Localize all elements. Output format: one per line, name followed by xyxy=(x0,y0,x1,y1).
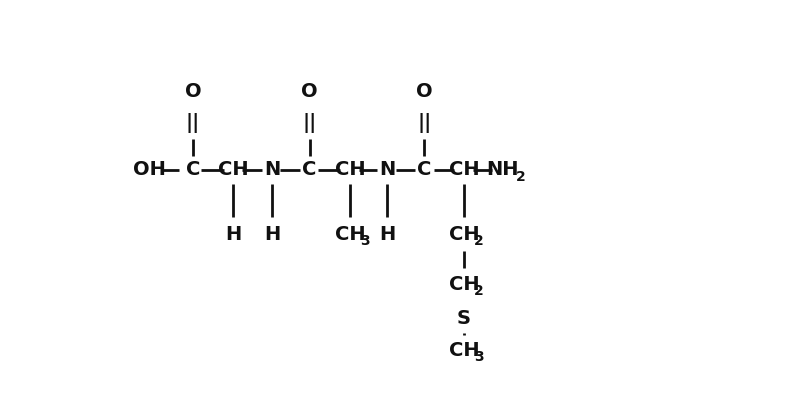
Text: C: C xyxy=(302,160,317,179)
Text: CH: CH xyxy=(449,275,479,294)
Text: H: H xyxy=(379,225,395,244)
Text: CH: CH xyxy=(449,341,479,360)
Text: C: C xyxy=(417,160,431,179)
Text: N: N xyxy=(264,160,281,179)
Text: 3: 3 xyxy=(360,234,370,248)
Text: 2: 2 xyxy=(516,170,526,184)
Text: O: O xyxy=(185,83,202,102)
Text: CH: CH xyxy=(334,225,365,244)
Text: H: H xyxy=(264,225,281,244)
Text: 2: 2 xyxy=(474,234,484,248)
Text: C: C xyxy=(186,160,200,179)
Text: NH: NH xyxy=(486,160,519,179)
Text: ||: || xyxy=(302,112,317,133)
Text: OH: OH xyxy=(133,160,166,179)
Text: 3: 3 xyxy=(474,350,483,364)
Text: CH: CH xyxy=(449,160,479,179)
Text: CH: CH xyxy=(334,160,365,179)
Text: H: H xyxy=(225,225,242,244)
Text: CH: CH xyxy=(449,225,479,244)
Text: N: N xyxy=(379,160,395,179)
Text: ||: || xyxy=(186,112,200,133)
Text: ||: || xyxy=(417,112,431,133)
Text: O: O xyxy=(302,83,318,102)
Text: CH: CH xyxy=(218,160,249,179)
Text: 2: 2 xyxy=(474,284,484,298)
Text: O: O xyxy=(416,83,433,102)
Text: S: S xyxy=(457,309,471,328)
